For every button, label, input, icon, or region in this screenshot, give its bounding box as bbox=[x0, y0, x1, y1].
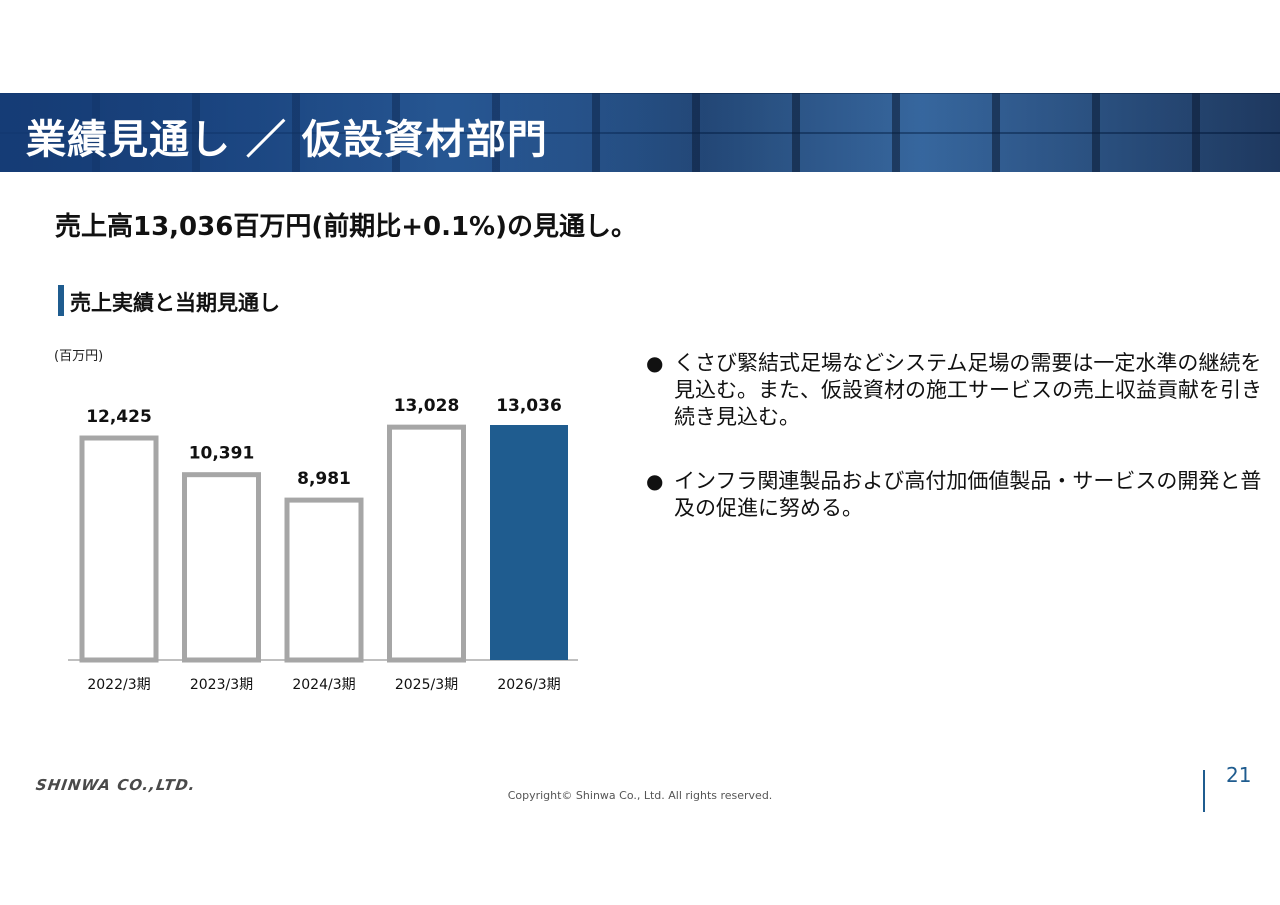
bar-2 bbox=[182, 472, 261, 663]
x-tick-label-5: 2026/3期 bbox=[497, 677, 560, 693]
x-tick-label-3: 2024/3期 bbox=[292, 677, 355, 693]
bullet-item: ● くさび緊結式足場などシステム足場の需要は一定水準の継続を見込む。また、仮設資… bbox=[646, 350, 1266, 431]
page-number: 21 bbox=[1226, 763, 1252, 787]
sales-bar-chart: 12,425 2022/3期 10,391 2023/3期 8,981 2024/3期 13… bbox=[68, 396, 578, 693]
bullet-text: くさび緊結式足場などシステム足場の需要は一定水準の継続を見込む。また、仮設資材の… bbox=[674, 351, 1262, 429]
bullet-item: ● インフラ関連製品および高付加価値製品・サービスの開発と普及の促進に努める。 bbox=[646, 468, 1266, 522]
bar-4 bbox=[387, 424, 466, 663]
bullet-text: インフラ関連製品および高付加価値製品・サービスの開発と普及の促進に努める。 bbox=[674, 469, 1262, 520]
x-tick-label-4: 2025/3期 bbox=[395, 677, 458, 693]
bar-value-label-3: 8,981 bbox=[297, 469, 351, 489]
bullet-dot-icon: ● bbox=[646, 351, 664, 375]
x-tick-label-2: 2023/3期 bbox=[190, 677, 253, 693]
bullet-dot-icon: ● bbox=[646, 469, 664, 493]
bar-value-label-2: 10,391 bbox=[189, 444, 255, 464]
bar-5 bbox=[490, 425, 568, 660]
bar-value-label-5: 13,036 bbox=[496, 396, 562, 416]
bar-value-label-1: 12,425 bbox=[86, 407, 152, 427]
bar-3 bbox=[284, 497, 364, 663]
bar-value-label-4: 13,028 bbox=[394, 396, 460, 416]
section-marker bbox=[58, 285, 64, 316]
bullet-list: ● くさび緊結式足場などシステム足場の需要は一定水準の継続を見込む。また、仮設資… bbox=[646, 350, 1266, 559]
bar-1 bbox=[79, 435, 159, 663]
section-title: 売上実績と当期見通し bbox=[70, 291, 280, 315]
title-banner: 業績見通し ／ 仮設資材部門 bbox=[0, 93, 1280, 172]
headline: 売上高13,036百万円(前期比+0.1%)の見通し。 bbox=[55, 212, 637, 242]
page-number-divider bbox=[1203, 770, 1205, 812]
copyright-text: Copyright© Shinwa Co., Ltd. All rights r… bbox=[507, 789, 773, 802]
x-tick-label-1: 2022/3期 bbox=[87, 677, 150, 693]
page-title: 業績見通し ／ 仮設資材部門 bbox=[26, 117, 548, 163]
chart-unit-label: (百万円) bbox=[54, 349, 104, 364]
